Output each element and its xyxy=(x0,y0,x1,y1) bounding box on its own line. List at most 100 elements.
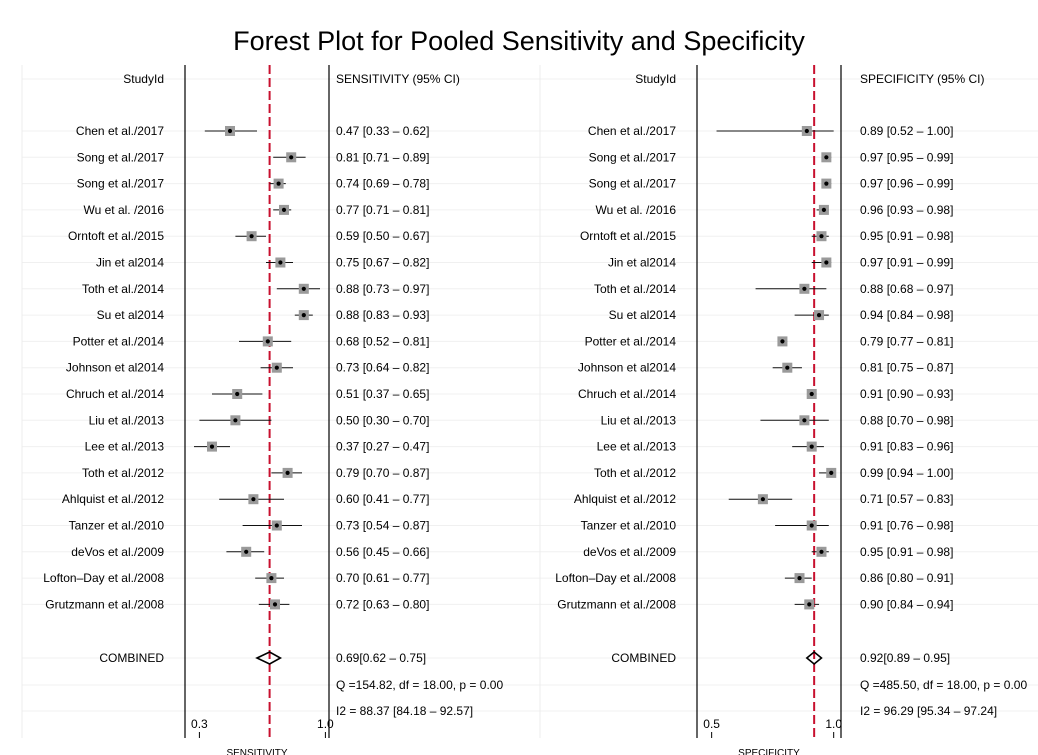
study-ci-value: 0.88 [0.83 – 0.93] xyxy=(336,308,429,322)
study-label: Lofton–Day et al./2008 xyxy=(555,571,676,585)
x-tick-label: 0.3 xyxy=(191,717,208,731)
study-label: Lee et al./2013 xyxy=(85,440,165,454)
study-label: Song et al./2017 xyxy=(77,177,165,191)
study-label: Jin et al2014 xyxy=(608,256,676,270)
study-ci-value: 0.51 [0.37 – 0.65] xyxy=(336,387,429,401)
study-point-estimate xyxy=(278,260,283,265)
study-ci-value: 0.88 [0.68 – 0.97] xyxy=(860,282,953,296)
combined-label: COMBINED xyxy=(611,651,676,665)
study-ci-value: 0.90 [0.84 – 0.94] xyxy=(860,597,953,611)
study-label: Tanzer et al./2010 xyxy=(581,519,677,533)
study-point-estimate xyxy=(249,234,254,239)
study-point-estimate xyxy=(821,207,827,212)
study-point-estimate xyxy=(274,365,279,370)
study-ci-value: 0.73 [0.54 – 0.87] xyxy=(336,519,429,533)
i2-statistic: I2 = 96.29 [95.34 – 97.24] xyxy=(860,704,997,718)
study-point-estimate xyxy=(301,313,306,318)
study-label: Lee et al./2013 xyxy=(597,440,677,454)
chart-title: Forest Plot for Pooled Sensitivity and S… xyxy=(233,26,805,56)
study-id-header: StudyId xyxy=(635,72,676,86)
x-axis-label: SENSITIVITY xyxy=(226,748,287,755)
study-ci-value: 0.97 [0.95 – 0.99] xyxy=(860,150,953,164)
study-ci-value: 0.91 [0.90 – 0.93] xyxy=(860,387,953,401)
study-label: Ahlquist et al./2012 xyxy=(62,492,164,506)
study-label: Liu et al./2013 xyxy=(89,413,165,427)
study-label: Song et al./2017 xyxy=(589,177,677,191)
study-ci-value: 0.94 [0.84 – 0.98] xyxy=(860,308,953,322)
study-point-estimate xyxy=(780,339,785,344)
study-label: Johnson et al2014 xyxy=(578,361,676,375)
study-ci-value: 0.81 [0.71 – 0.89] xyxy=(336,150,429,164)
study-point-estimate xyxy=(274,523,279,528)
study-label: Wu et al. /2016 xyxy=(84,203,165,217)
study-label: Orntoft et al./2015 xyxy=(68,229,164,243)
study-point-estimate xyxy=(824,181,829,186)
study-ci-value: 0.91 [0.83 – 0.96] xyxy=(860,440,953,454)
study-ci-value: 0.86 [0.80 – 0.91] xyxy=(860,571,953,585)
study-point-estimate xyxy=(807,602,812,607)
study-ci-value: 0.96 [0.93 – 0.98] xyxy=(860,203,953,217)
study-ci-value: 0.47 [0.33 – 0.62] xyxy=(336,124,429,138)
study-label: Grutzmann et al./2008 xyxy=(45,597,164,611)
study-label: Song et al./2017 xyxy=(589,150,677,164)
study-label: Lofton–Day et al./2008 xyxy=(43,571,164,585)
study-label: Chen et al./2017 xyxy=(588,124,676,138)
study-label: Ahlquist et al./2012 xyxy=(574,492,676,506)
study-label: Song et al./2017 xyxy=(77,150,165,164)
study-point-estimate xyxy=(276,181,281,186)
study-point-estimate xyxy=(272,602,278,607)
combined-label: COMBINED xyxy=(99,651,164,665)
study-point-estimate xyxy=(829,470,834,475)
study-label: Liu et al./2013 xyxy=(601,413,677,427)
x-tick-label: 1.0 xyxy=(825,717,842,731)
study-ci-value: 0.72 [0.63 – 0.80] xyxy=(336,597,429,611)
study-point-estimate xyxy=(816,313,822,318)
study-ci-value: 0.79 [0.70 – 0.87] xyxy=(336,466,429,480)
study-ci-value: 0.75 [0.67 – 0.82] xyxy=(336,256,429,270)
study-label: Toth et al./2014 xyxy=(82,282,164,296)
study-ci-value: 0.74 [0.69 – 0.78] xyxy=(336,177,429,191)
study-point-estimate xyxy=(819,549,824,554)
study-point-estimate xyxy=(244,549,249,554)
study-label: deVos et al./2009 xyxy=(583,545,676,559)
study-label: Orntoft et al./2015 xyxy=(580,229,676,243)
study-ci-value: 0.50 [0.30 – 0.70] xyxy=(336,413,429,427)
combined-ci-value: 0.69[0.62 – 0.75] xyxy=(336,651,426,665)
study-ci-value: 0.97 [0.91 – 0.99] xyxy=(860,256,953,270)
study-label: Toth et al./2012 xyxy=(594,466,676,480)
study-ci-value: 0.56 [0.45 – 0.66] xyxy=(336,545,429,559)
study-label: Su et al2014 xyxy=(609,308,677,322)
study-label: Potter et al./2014 xyxy=(73,334,165,348)
study-ci-value: 0.91 [0.76 – 0.98] xyxy=(860,519,953,533)
study-point-estimate xyxy=(265,339,270,344)
q-statistic: Q =485.50, df = 18.00, p = 0.00 xyxy=(860,678,1027,692)
study-point-estimate xyxy=(797,576,802,581)
study-point-estimate xyxy=(819,234,824,239)
study-label: Toth et al./2014 xyxy=(594,282,676,296)
study-id-header: StudyId xyxy=(123,72,164,86)
study-ci-value: 0.81 [0.75 – 0.87] xyxy=(860,361,953,375)
sensitivity-panel: StudyId SENSITIVITY (95% CI) Chen et al./2… xyxy=(43,65,503,755)
study-point-estimate xyxy=(760,497,765,502)
study-label: Su et al2014 xyxy=(97,308,165,322)
study-point-estimate xyxy=(209,444,215,449)
study-point-estimate xyxy=(809,391,814,397)
study-point-estimate xyxy=(227,128,233,134)
study-label: Wu et al. /2016 xyxy=(596,203,677,217)
study-label: Toth et al./2012 xyxy=(82,466,164,480)
study-label: Tanzer et al./2010 xyxy=(69,519,165,533)
study-point-estimate xyxy=(251,497,256,502)
study-point-estimate xyxy=(235,391,240,397)
study-ci-value: 0.37 [0.27 – 0.47] xyxy=(336,440,429,454)
x-tick-label: 0.5 xyxy=(703,717,720,731)
study-point-estimate xyxy=(809,523,814,528)
study-point-estimate xyxy=(269,576,274,581)
study-point-estimate xyxy=(804,128,809,134)
study-ci-value: 0.73 [0.64 – 0.82] xyxy=(336,361,429,375)
study-ci-value: 0.68 [0.52 – 0.81] xyxy=(336,334,429,348)
study-label: Chen et al./2017 xyxy=(76,124,164,138)
study-ci-value: 0.99 [0.94 – 1.00] xyxy=(860,466,953,480)
grid-lines xyxy=(21,65,1038,738)
study-point-estimate xyxy=(289,155,294,160)
study-ci-value: 0.77 [0.71 – 0.81] xyxy=(336,203,429,217)
